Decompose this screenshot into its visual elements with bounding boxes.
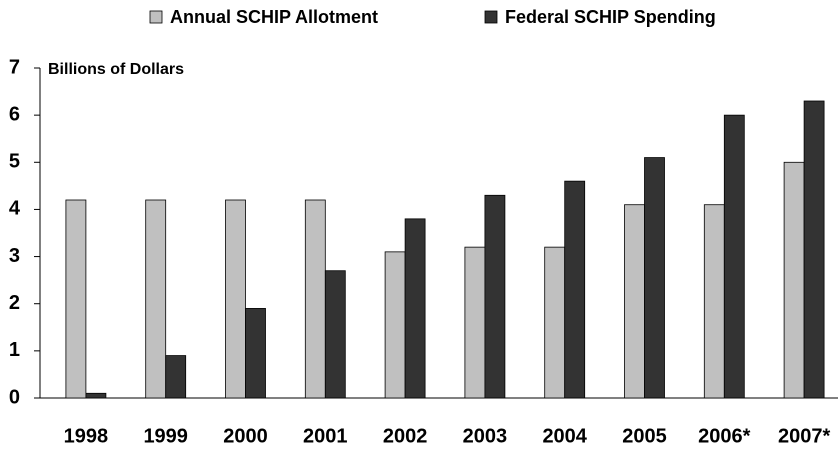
bar — [803, 100, 825, 399]
bar — [65, 199, 87, 399]
bar — [564, 180, 586, 399]
y-axis-title: Billions of Dollars — [48, 61, 184, 78]
x-tick-label: 2000 — [223, 425, 268, 447]
legend-swatch — [149, 10, 163, 24]
bar — [165, 355, 187, 399]
bar — [544, 246, 566, 399]
bar — [464, 246, 486, 399]
x-tick-label: 2002 — [383, 425, 428, 447]
bar — [324, 270, 346, 399]
legend-swatch — [484, 10, 498, 24]
legend-label: Federal SCHIP Spending — [505, 7, 716, 27]
bar — [245, 308, 266, 399]
bar — [225, 199, 246, 399]
bar — [304, 199, 326, 399]
bar — [85, 392, 107, 399]
bar — [644, 157, 665, 399]
bar — [703, 204, 725, 399]
x-tick-label: 2003 — [463, 425, 508, 447]
y-tick-label: 6 — [9, 103, 20, 125]
x-tick-label: 2004 — [542, 425, 587, 447]
legend-label: Annual SCHIP Allotment — [170, 7, 378, 27]
y-tick-label: 7 — [9, 56, 20, 78]
bar — [484, 194, 506, 399]
x-tick-label: 2006* — [698, 425, 750, 447]
x-tick-label: 2001 — [303, 425, 348, 447]
x-tick-label: 1999 — [143, 425, 188, 447]
bar — [723, 114, 745, 399]
y-tick-label: 5 — [9, 151, 20, 173]
y-tick-label: 1 — [9, 339, 20, 361]
bar — [145, 199, 167, 399]
y-tick-label: 3 — [9, 245, 20, 267]
x-tick-label: 1998 — [64, 425, 109, 447]
bar — [384, 251, 406, 399]
y-tick-label: 2 — [9, 292, 20, 314]
y-tick-label: 4 — [9, 198, 21, 220]
x-tick-label: 2005 — [622, 425, 667, 447]
bar — [783, 161, 805, 399]
y-tick-label: 0 — [9, 386, 20, 408]
bar — [404, 218, 426, 399]
x-tick-label: 2007* — [778, 425, 830, 447]
bar — [624, 204, 645, 399]
